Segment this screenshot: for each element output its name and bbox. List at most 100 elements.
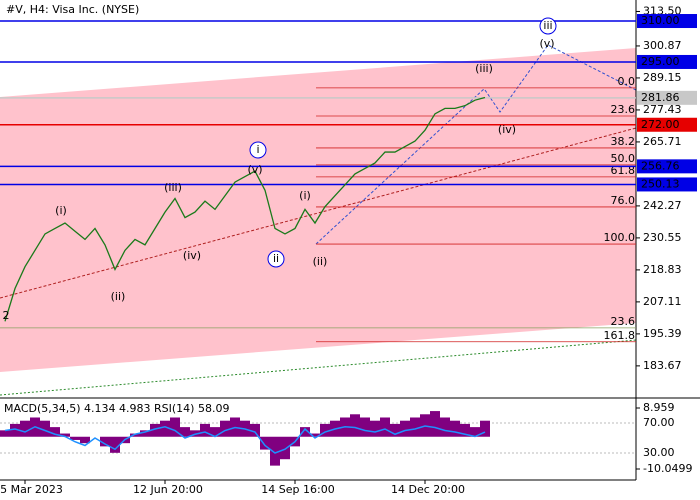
price-line [4, 96, 486, 322]
channel [0, 48, 636, 372]
wave-label: (iii) [475, 62, 493, 75]
wave-label: (iv) [183, 249, 201, 262]
macd-bar [260, 436, 270, 450]
macd-bar [50, 427, 60, 437]
macd-bar [440, 417, 450, 437]
level-label: 250.13 [641, 177, 680, 190]
macd-bar [430, 411, 440, 437]
wave-label: 2 [3, 309, 10, 322]
fib-label: 50.0 [611, 152, 636, 165]
level-label: 310.00 [641, 14, 680, 27]
macd-bar [180, 427, 190, 437]
fib-label: 23.6 [611, 315, 636, 328]
wave-label: (v) [539, 37, 554, 50]
fib-label: 0.0 [618, 75, 636, 88]
level-tag [637, 177, 697, 192]
trend-line [315, 87, 486, 245]
wave-label: iii [543, 19, 552, 32]
macd-bar [150, 423, 160, 437]
y-tick-label: 195.39 [643, 327, 682, 340]
macd-bar [110, 436, 120, 453]
level-tag [637, 159, 697, 174]
y-tick-label: 277.43 [643, 103, 682, 116]
level-tag [637, 14, 697, 29]
y-tick-label: 300.87 [643, 39, 682, 52]
macd-bar [390, 423, 400, 437]
macd-bar [210, 427, 220, 437]
wave-circle [539, 17, 557, 35]
y-tick-label: 8.959 [643, 401, 675, 414]
macd-bar [450, 420, 460, 437]
macd-bar [460, 423, 470, 437]
wave-label: (v) [247, 163, 262, 176]
macd-bar [80, 436, 90, 444]
macd-bar [400, 420, 410, 437]
indicator-title: MACD(5,34,5) 4.134 4.983 RSI(14) 58.09 [4, 402, 229, 415]
macd-bar [480, 420, 490, 437]
y2-tick-label: 30.00 [643, 446, 675, 459]
level-tag [637, 117, 697, 132]
wave-label: (iv) [498, 123, 516, 136]
macd-bar [170, 417, 180, 437]
fib-label: 23.6 [611, 103, 636, 116]
macd-bar [10, 423, 20, 437]
wave-label: (i) [299, 189, 311, 202]
x-tick-label: 12 Jun 20:00 [133, 483, 203, 496]
y-tick-label: 242.27 [643, 199, 682, 212]
chart-title: #V, H4: Visa Inc. (NYSE) [6, 3, 139, 16]
macd-bar [70, 436, 80, 440]
fib-label: 61.8 [611, 164, 636, 177]
forecast-path [484, 44, 637, 113]
y-tick-label: 265.71 [643, 135, 682, 148]
macd-bar [100, 436, 110, 447]
fib-label: 38.2 [611, 135, 636, 148]
macd-bar [140, 430, 150, 437]
level-tag [637, 54, 697, 69]
macd-bar [300, 427, 310, 437]
y-tick-label: 183.67 [643, 359, 682, 372]
y-tick-label: 207.11 [643, 295, 682, 308]
wave-label: i [256, 143, 259, 156]
macd-bar [470, 427, 480, 437]
y-tick-label: 218.83 [643, 263, 682, 276]
fib-label: 100.0 [604, 231, 636, 244]
macd-bar [360, 417, 370, 437]
macd-bar [60, 433, 70, 437]
level-tag [637, 90, 697, 105]
y-tick-label: 230.55 [643, 231, 682, 244]
y2-tick-label: 70.00 [643, 416, 675, 429]
fib-label: 76.0 [611, 194, 636, 207]
macd-bar [310, 433, 320, 437]
macd-bar [0, 430, 10, 437]
x-tick-label: 14 Sep 16:00 [261, 483, 334, 496]
wave-label: (i) [55, 204, 67, 217]
x-tick-label: 14 Dec 20:00 [391, 483, 465, 496]
macd-bar [250, 423, 260, 437]
wave-label: ii [273, 252, 279, 265]
macd-bar [160, 420, 170, 437]
rsi-line [4, 425, 486, 454]
wave-label: (ii) [313, 255, 328, 268]
level-label: 281.86 [641, 91, 680, 104]
wave-label: (iii) [164, 181, 182, 194]
level-label: 272.00 [641, 118, 680, 131]
macd-bar [200, 423, 210, 437]
wave-circle [267, 250, 285, 268]
wave-circle [249, 141, 267, 159]
level-label: 295.00 [641, 55, 680, 68]
y-tick-label: 289.15 [643, 71, 682, 84]
macd-bar [40, 420, 50, 437]
macd-bar [320, 423, 330, 437]
macd-bar [280, 436, 290, 460]
wave-label: (ii) [111, 290, 126, 303]
macd-bar [370, 420, 380, 437]
macd-bar [380, 417, 390, 437]
x-tick-label: 15 Mar 2023 [0, 483, 63, 496]
fib-label: 161.8 [604, 329, 636, 342]
macd-bar [220, 420, 230, 437]
macd-bar [270, 436, 280, 466]
macd-bar [130, 433, 140, 437]
macd-bar [410, 417, 420, 437]
y-tick-label: -10.0499 [643, 462, 692, 475]
